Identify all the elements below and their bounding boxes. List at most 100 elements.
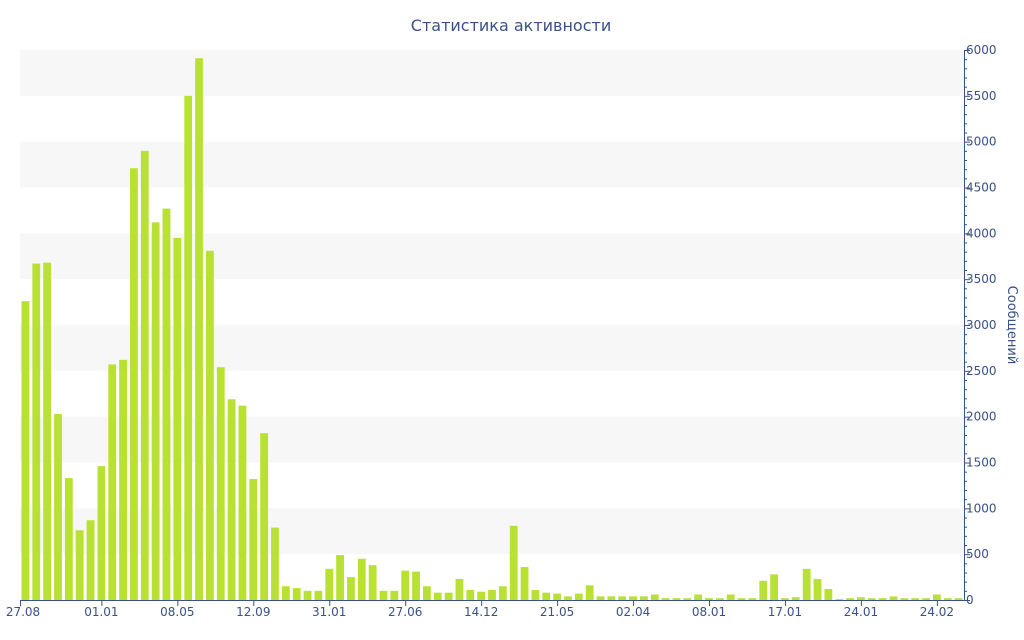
y-tick-label: 6000 — [966, 43, 997, 57]
bar — [173, 237, 182, 600]
bar — [922, 598, 930, 600]
bar — [292, 588, 301, 600]
bar — [184, 95, 193, 600]
bar — [889, 596, 898, 600]
bar — [835, 599, 844, 600]
bar — [303, 590, 312, 600]
bar — [205, 250, 214, 600]
bar — [379, 590, 388, 600]
bar — [932, 594, 941, 600]
y-tick-label: 1000 — [966, 501, 997, 515]
bar — [477, 591, 486, 600]
bar — [824, 589, 833, 600]
bar — [314, 590, 323, 600]
y-tick-label: 500 — [966, 547, 989, 561]
bar — [390, 590, 399, 600]
bar — [553, 593, 562, 600]
bar — [705, 598, 713, 600]
bar — [75, 530, 84, 600]
bar — [542, 592, 551, 600]
bars — [21, 58, 963, 601]
bar — [422, 586, 431, 600]
y-tick-label: 3000 — [966, 318, 997, 332]
x-tick-label: 14.12 — [464, 605, 498, 619]
bar — [640, 596, 648, 600]
bar — [195, 58, 203, 600]
bar — [401, 570, 410, 600]
bar — [770, 574, 779, 600]
y-axis-ticks: 0 500 1000 1500 2000 2500 3000 3500 4000 4500 5000… — [964, 43, 997, 607]
bar — [911, 598, 920, 600]
y-tick-label: 0 — [966, 593, 974, 607]
bar — [412, 571, 420, 600]
bar — [954, 598, 963, 600]
bar — [509, 525, 518, 600]
bar — [249, 479, 258, 600]
bar — [900, 598, 909, 600]
bar — [216, 367, 225, 600]
y-tick-label: 4000 — [966, 226, 997, 240]
bar — [672, 598, 681, 600]
y-axis-label: Сообщений — [1004, 286, 1019, 365]
x-tick-label: 12.09 — [236, 605, 270, 619]
bar — [347, 577, 355, 600]
bar — [694, 594, 703, 600]
bar — [596, 596, 605, 600]
bar — [227, 399, 236, 600]
x-tick-label: 24.02 — [920, 605, 954, 619]
bar — [802, 568, 811, 600]
bar — [54, 413, 62, 600]
bar — [357, 558, 366, 600]
y-tick-label: 5500 — [966, 89, 997, 103]
bar — [336, 555, 344, 600]
bar — [748, 598, 757, 600]
bar — [715, 598, 724, 600]
bar — [661, 598, 670, 600]
bar — [498, 586, 507, 600]
bar — [759, 580, 768, 600]
bar — [238, 405, 247, 600]
bar — [878, 598, 887, 600]
x-tick-label: 02.04 — [616, 605, 650, 619]
x-tick-label: 08.01 — [692, 605, 726, 619]
bar — [846, 598, 854, 600]
bar — [108, 364, 117, 600]
bar — [444, 592, 453, 600]
bar — [43, 262, 52, 600]
bar — [130, 168, 138, 600]
chart-title: Статистика активности — [411, 16, 611, 35]
bar — [683, 598, 692, 600]
y-tick-label: 3500 — [966, 272, 997, 286]
grid-band — [20, 416, 964, 463]
y-tick-label: 5000 — [966, 135, 997, 149]
bar — [564, 596, 572, 600]
grid-band — [20, 508, 964, 555]
bar — [520, 567, 529, 600]
bar — [574, 593, 583, 600]
bar — [791, 597, 800, 600]
bar — [86, 520, 95, 600]
bar — [585, 585, 594, 600]
bar — [813, 578, 822, 600]
bar — [64, 478, 73, 600]
y-tick-label: 4500 — [966, 181, 997, 195]
bar — [325, 568, 334, 600]
bar — [737, 598, 746, 600]
x-tick-label: 17.01 — [768, 605, 802, 619]
y-tick-label: 1500 — [966, 456, 997, 470]
bar — [151, 222, 160, 601]
x-tick-label: 24.01 — [844, 605, 878, 619]
bar — [21, 301, 30, 600]
bar — [119, 359, 127, 600]
grid-bands — [20, 50, 964, 555]
y-tick-label: 2500 — [966, 364, 997, 378]
x-tick-label: 08.05 — [160, 605, 194, 619]
bar — [943, 598, 952, 600]
bar — [32, 263, 41, 600]
bar — [607, 596, 616, 600]
bar — [488, 589, 496, 600]
grid-band — [20, 325, 964, 371]
bar — [433, 592, 442, 600]
bar — [650, 594, 659, 600]
